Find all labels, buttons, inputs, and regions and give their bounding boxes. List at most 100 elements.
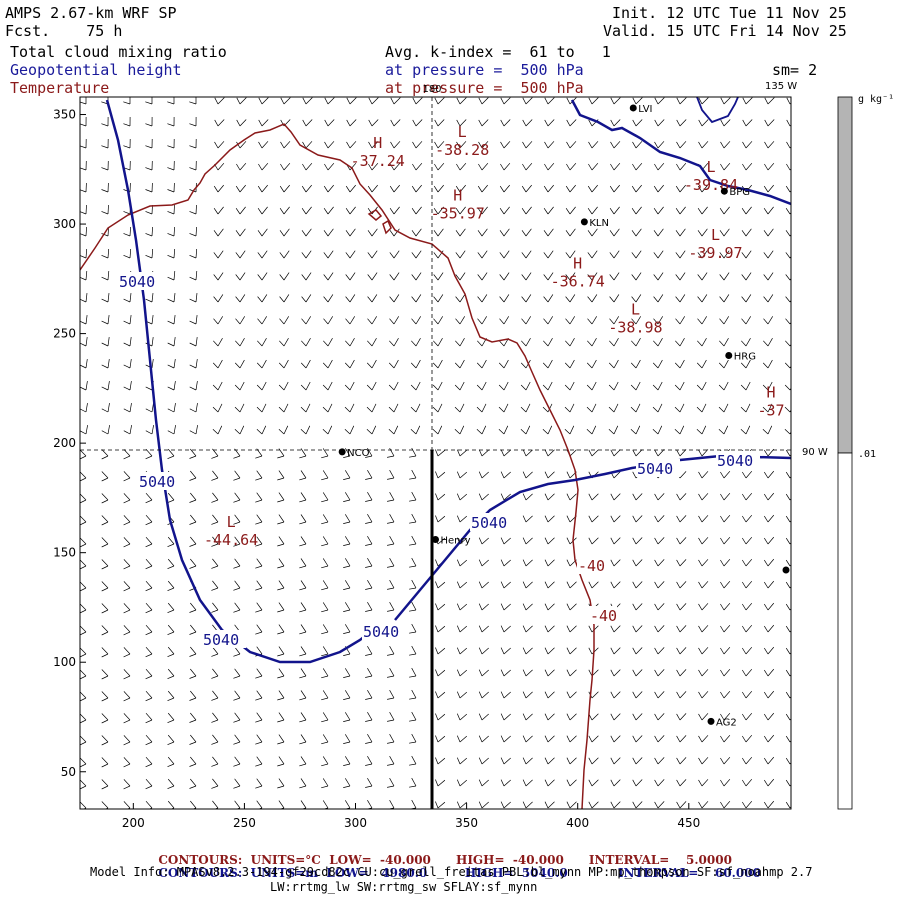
smoothing-label: sm= 2	[772, 61, 818, 79]
height-contour-corner	[696, 97, 739, 124]
temperature-contour-line	[80, 123, 595, 809]
extremum-value: -37	[757, 402, 784, 420]
axis-ticks: 200 250 300 350 400 450 50 100 150 200 250 300 350	[53, 108, 700, 830]
model-info: Model Info: MPASv8.2.3-194-gf29cd82c CU:…	[90, 865, 813, 879]
plot-frame	[79, 96, 792, 810]
x-tick-label: 400	[566, 816, 589, 830]
y-tick-label: 300	[53, 217, 76, 231]
lon-label-180: 180	[422, 84, 441, 95]
station-marker	[725, 352, 733, 360]
contour-low: LOW= -40.000	[329, 853, 431, 867]
extremum-letter: L	[458, 123, 467, 141]
height-contour-label: 5040	[471, 514, 507, 532]
station-marker	[432, 536, 439, 544]
y-tick-label: 350	[53, 108, 76, 122]
extremum-value: -38.28	[435, 141, 489, 159]
x-tick-label: 250	[233, 816, 256, 830]
contour-low: LOW= 4980.0	[326, 866, 428, 880]
x-tick-label: 350	[455, 816, 478, 830]
pressure-level-height: at pressure = 500 hPa	[385, 61, 584, 79]
station-label: KLN	[589, 218, 609, 229]
extremum-value: -44.64	[204, 531, 258, 549]
wind-barbs	[80, 97, 791, 809]
station-marker	[720, 187, 728, 195]
extremum-value: -36.74	[551, 272, 605, 290]
contour-high: HIGH= 5040.0	[464, 866, 568, 880]
contour-units: UNITS=m	[250, 866, 319, 880]
contour-labels: 5040 5040 5040 5040 5040 5040 5040 -40 -…	[118, 272, 760, 649]
station-label: BPG	[729, 187, 750, 198]
extremum-letter: L	[711, 226, 720, 244]
extremum-value: -37.24	[351, 152, 405, 170]
station-marker	[580, 218, 588, 226]
init-time: Init. 12 UTC Tue 11 Nov 25	[612, 4, 847, 22]
extremum-letter: L	[706, 158, 715, 176]
y-tick-label: 200	[53, 436, 76, 450]
map-annotations: 180 135 W90 WH-37.24L-38.28H-35.97L-39.84…	[204, 81, 828, 549]
height-contour-label: 5040	[363, 623, 399, 641]
colorbar-low-value: .01	[858, 449, 877, 460]
x-tick-label: 450	[677, 816, 700, 830]
contour-high: HIGH= -40.000	[455, 853, 564, 867]
extremum-letter: H	[373, 134, 382, 152]
colorbar-units: g kg⁻¹	[858, 94, 895, 105]
contour-interval: INTERVAL= 60.000	[617, 866, 761, 880]
height-contour-label: 5040	[119, 273, 155, 291]
colorbar-white	[837, 452, 853, 810]
height-contour-northeast	[570, 99, 791, 206]
lon-label-90w: 90 W	[802, 447, 828, 458]
wind-barb-field	[80, 97, 791, 809]
height-contour-label: 5040	[637, 460, 673, 478]
x-tick-label: 300	[344, 816, 367, 830]
height-contour-info: CONTOURS: UNITS=m LOW= 4980.0 HIGH= 5040…	[150, 852, 761, 880]
pressure-level-temperature: at pressure = 500 hPa	[385, 79, 584, 97]
station-marker	[629, 104, 637, 112]
station-marker	[782, 566, 790, 574]
temperature-contour-label: -40	[590, 607, 617, 625]
model-title: AMPS 2.67-km WRF SP	[5, 4, 177, 22]
station-label: Henry	[441, 536, 471, 547]
valid-time: Valid. 15 UTC Fri 14 Nov 25	[603, 22, 847, 40]
colorbar-gray	[837, 96, 853, 454]
station-label: HRG	[734, 352, 756, 363]
extremum-letter: L	[631, 300, 640, 318]
temperature-contour-islet	[382, 219, 392, 235]
stations: LVI BPG KLN HRG NCO Henry AG2	[338, 104, 790, 728]
temperature-contour	[80, 123, 595, 809]
extremum-letter: H	[573, 254, 582, 272]
height-contour-label: 5040	[139, 473, 175, 491]
station-label: NCO	[347, 448, 369, 459]
y-tick-label: 250	[53, 327, 76, 341]
temperature-contour-label: -40	[578, 557, 605, 575]
contour-units: UNITS=°C	[250, 853, 321, 867]
model-info-physics: LW:rrtmg_lw SW:rrtmg_sw SFLAY:sf_mynn	[270, 880, 538, 894]
station-label: LVI	[638, 104, 652, 115]
k-index-range: Avg. k-index = 61 to 1	[385, 43, 611, 61]
y-tick-label: 50	[61, 765, 76, 779]
x-tick-label: 200	[122, 816, 145, 830]
station-label: AG2	[716, 717, 737, 728]
height-contour-label: 5040	[203, 631, 239, 649]
y-tick-label: 150	[53, 546, 76, 560]
forecast-hour: Fcst. 75 h	[5, 22, 123, 40]
field-cloud-mixing-ratio: Total cloud mixing ratio	[10, 43, 227, 61]
field-temperature: Temperature	[10, 79, 110, 97]
extremum-value: -39.97	[688, 244, 742, 262]
station-marker	[707, 717, 715, 725]
extremum-value: -35.97	[431, 205, 485, 223]
field-geopotential-height: Geopotential height	[10, 61, 182, 79]
contour-interval: INTERVAL= 5.0000	[588, 853, 732, 867]
contour-label: CONTOURS:	[158, 853, 243, 867]
station-marker	[338, 448, 346, 456]
height-contour-label: 5040	[717, 452, 753, 470]
extremum-letter: L	[227, 513, 236, 531]
extremum-letter: H	[453, 187, 462, 205]
y-tick-label: 100	[53, 655, 76, 669]
height-contour-west	[105, 99, 371, 664]
temperature-contour-info: CONTOURS: UNITS=°C LOW= -40.000 HIGH= -4…	[150, 839, 732, 867]
contour-label: CONTOURS:	[158, 866, 243, 880]
lon-label-135w: 135 W	[765, 81, 797, 92]
extremum-value: -38.98	[608, 318, 662, 336]
temperature-contour-islet	[367, 209, 383, 221]
